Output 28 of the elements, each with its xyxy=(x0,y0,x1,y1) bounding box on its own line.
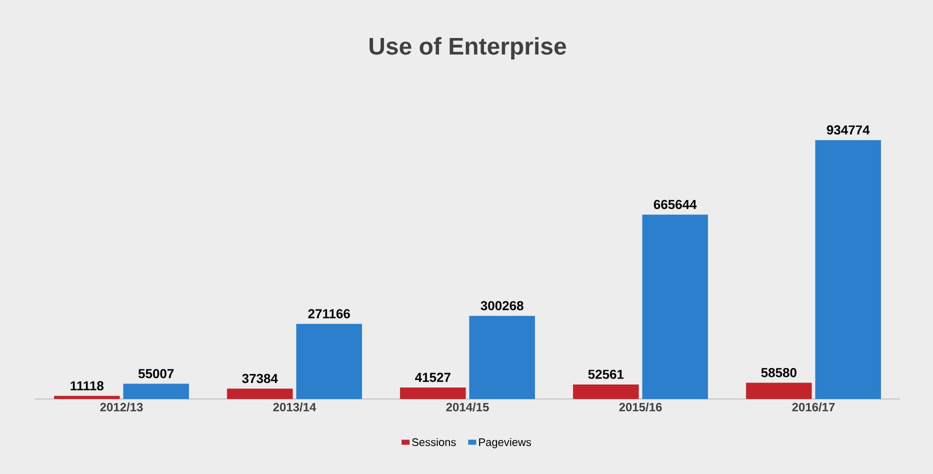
bar xyxy=(54,396,120,399)
legend-label: Sessions xyxy=(412,438,456,446)
x-tick-label: 2015/16 xyxy=(619,402,662,412)
data-label: 55007 xyxy=(138,369,174,378)
data-label: 58580 xyxy=(761,368,796,378)
bar xyxy=(746,382,812,399)
bar xyxy=(642,214,708,399)
chart-title: Use of Enterprise xyxy=(370,37,566,60)
data-label: 271166 xyxy=(308,309,350,318)
bar xyxy=(227,388,293,399)
bar xyxy=(815,140,881,399)
data-label: 300268 xyxy=(480,301,524,310)
data-label: 52561 xyxy=(588,370,624,379)
legend-label: Pageviews xyxy=(479,438,532,448)
bar xyxy=(469,316,535,399)
x-tick-label: 2012/13 xyxy=(100,402,143,412)
bar xyxy=(400,388,466,399)
bar xyxy=(296,324,362,399)
bar xyxy=(573,384,639,399)
data-label: 11118 xyxy=(70,381,104,390)
x-tick-label: 2014/15 xyxy=(446,402,489,412)
data-label: 37384 xyxy=(242,374,278,384)
data-label: 665644 xyxy=(654,200,697,210)
bar xyxy=(123,384,189,399)
data-label: 41527 xyxy=(415,372,450,382)
x-tick-label: 2013/14 xyxy=(273,402,316,412)
data-label: 934774 xyxy=(826,125,870,135)
x-tick-label: 2016/17 xyxy=(792,402,835,412)
